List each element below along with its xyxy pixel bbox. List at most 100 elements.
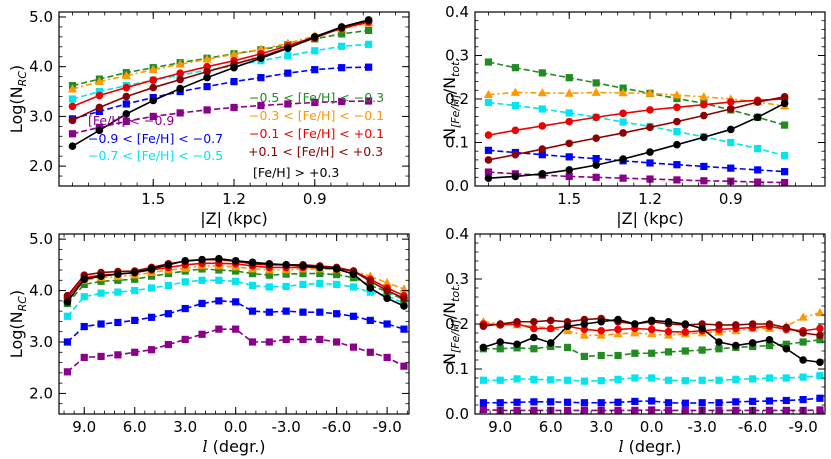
- legend-entry: −0.9 < [Fe/H] < −0.7: [88, 131, 223, 146]
- data-point: [547, 398, 555, 406]
- data-point: [565, 74, 573, 82]
- data-point: [383, 294, 391, 303]
- data-point: [80, 280, 88, 288]
- data-point: [673, 94, 681, 103]
- data-point: [232, 277, 240, 285]
- data-point: [496, 345, 504, 353]
- x-tick-label: 1.2: [222, 190, 246, 208]
- data-point: [316, 270, 324, 278]
- data-point: [780, 93, 789, 101]
- y-tick-label: 0.3: [445, 47, 469, 65]
- y-tick-label: 0.0: [445, 177, 469, 195]
- data-point: [648, 374, 656, 382]
- series-5: [484, 95, 789, 139]
- data-point: [68, 142, 77, 151]
- data-point: [646, 123, 654, 132]
- data-point: [256, 44, 266, 53]
- x-tick-label: 6.0: [539, 418, 563, 436]
- data-point: [664, 348, 673, 356]
- data-point: [782, 396, 790, 405]
- data-point: [95, 103, 104, 112]
- data-point: [229, 49, 239, 58]
- data-point: [565, 166, 574, 174]
- data-point: [648, 397, 656, 405]
- series-line: [66, 268, 405, 304]
- series-line: [483, 338, 821, 358]
- data-point: [383, 353, 391, 362]
- data-point: [700, 162, 708, 171]
- data-point: [479, 405, 488, 414]
- data-point: [781, 178, 789, 186]
- series-7: [63, 254, 408, 310]
- data-point: [231, 256, 240, 265]
- data-point: [646, 159, 654, 167]
- x-tick-label: -3.0: [272, 418, 301, 436]
- y-axis-label-part: Log(N: [7, 311, 26, 358]
- x-tick-label: 1.2: [638, 190, 662, 208]
- y-axis-label: N[Fe/H]/Ntot.: [440, 283, 462, 365]
- data-point: [63, 338, 72, 346]
- data-point: [181, 256, 190, 265]
- data-point: [816, 394, 824, 402]
- y-axis-label-sub: tot.: [449, 58, 462, 77]
- data-point: [164, 270, 172, 278]
- data-point: [181, 304, 189, 313]
- y-tick-label: 2.0: [29, 157, 53, 175]
- x-tick-label: -9.0: [788, 418, 817, 436]
- plot-area: [478, 307, 825, 414]
- data-point: [530, 375, 538, 383]
- data-point: [338, 42, 346, 50]
- data-point: [248, 338, 257, 346]
- data-point: [63, 368, 72, 376]
- data-point: [95, 91, 104, 100]
- data-point: [479, 376, 488, 384]
- y-tick-label: 0.4: [445, 225, 469, 243]
- y-axis-label-part: N: [440, 353, 459, 365]
- data-point: [765, 406, 774, 414]
- data-point: [681, 320, 690, 328]
- series-line: [483, 374, 821, 382]
- data-point: [122, 83, 131, 92]
- data-point: [530, 333, 538, 342]
- data-point: [114, 318, 122, 327]
- data-point: [698, 346, 706, 354]
- data-point: [248, 258, 257, 267]
- data-point: [198, 276, 206, 284]
- data-point: [80, 353, 88, 362]
- data-point: [547, 376, 555, 384]
- data-point: [580, 406, 588, 414]
- data-point: [122, 92, 131, 101]
- data-point: [122, 117, 130, 125]
- data-point: [349, 343, 358, 351]
- x-tick-label: 0.9: [719, 190, 743, 208]
- data-point: [484, 146, 493, 154]
- data-point: [727, 164, 735, 172]
- series-line: [72, 43, 369, 100]
- data-point: [130, 268, 139, 277]
- data-point: [715, 321, 723, 329]
- data-point: [647, 325, 656, 334]
- x-tick-label: 1.5: [557, 190, 581, 208]
- series-3: [68, 26, 373, 90]
- data-point: [149, 76, 158, 84]
- data-point: [546, 324, 555, 333]
- data-point: [700, 177, 708, 185]
- data-point: [513, 340, 521, 349]
- data-point: [176, 84, 184, 93]
- data-point: [333, 280, 341, 288]
- data-point: [63, 312, 72, 320]
- y-tick-label: 3.0: [29, 333, 53, 351]
- series-line: [72, 19, 369, 122]
- legend-entry: −0.7 < [Fe/H] < −0.5: [88, 148, 223, 163]
- series-line: [488, 171, 785, 184]
- y-tick-label: 2.0: [29, 384, 53, 402]
- data-point: [248, 281, 257, 290]
- data-point: [282, 307, 290, 315]
- data-point: [681, 406, 689, 414]
- data-point: [248, 307, 257, 315]
- data-point: [530, 324, 538, 333]
- x-tick-label: -6.0: [738, 418, 767, 436]
- data-point: [63, 298, 72, 306]
- series-1: [63, 297, 408, 346]
